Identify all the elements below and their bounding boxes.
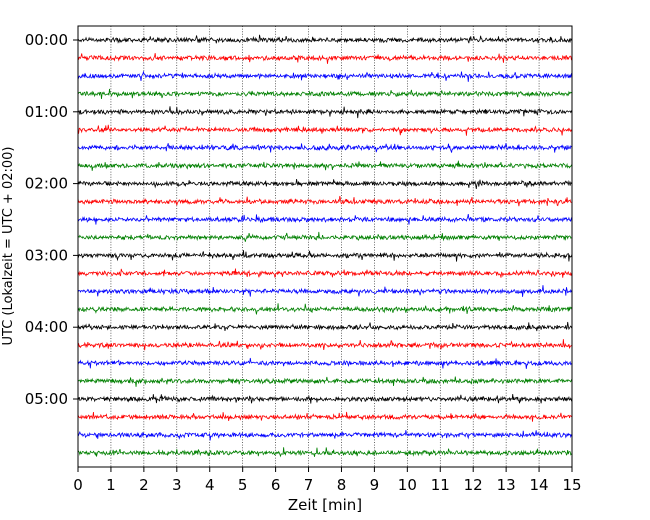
x-tick-label-13: 13 [497, 476, 516, 494]
trace-0045 [77, 88, 573, 99]
trace-0330 [77, 285, 573, 297]
x-tick-label-11: 11 [431, 476, 450, 494]
trace-0115 [77, 124, 573, 136]
trace-0230 [77, 213, 573, 225]
trace-0315 [77, 268, 573, 278]
y-axis: 00:00 01:00 02:00 03:00 04:00 05:00 [25, 31, 78, 408]
x-tick-label-0: 0 [73, 476, 83, 494]
seismic-traces [77, 34, 573, 458]
x-tick-label-2: 2 [139, 476, 149, 494]
trace-0300 [77, 250, 573, 262]
x-axis: 0 1 2 3 4 5 6 7 8 9 10 11 12 13 14 15 [73, 467, 582, 494]
x-tick-label-10: 10 [398, 476, 417, 494]
y-tick-label-02:00: 02:00 [25, 175, 68, 193]
x-tick-label-6: 6 [271, 476, 281, 494]
y-tick-label-04:00: 04:00 [25, 318, 68, 336]
trace-0100 [77, 106, 573, 119]
y-tick-label-01:00: 01:00 [25, 103, 68, 121]
x-tick-label-7: 7 [304, 476, 314, 494]
trace-0015 [77, 53, 573, 64]
x-tick-label-8: 8 [337, 476, 347, 494]
trace-0400 [77, 321, 573, 332]
y-tick-label-00:00: 00:00 [25, 31, 68, 49]
trace-0515 [77, 411, 573, 422]
trace-0545 [77, 447, 573, 458]
x-tick-label-4: 4 [205, 476, 215, 494]
x-tick-label-3: 3 [172, 476, 182, 494]
trace-0000 [77, 34, 573, 44]
trace-0145 [77, 160, 573, 171]
trace-0445 [77, 376, 573, 387]
x-tick-label-15: 15 [562, 476, 581, 494]
trace-0200 [77, 179, 573, 190]
x-tick-label-14: 14 [530, 476, 549, 494]
trace-0245 [77, 231, 573, 242]
x-tick-label-5: 5 [238, 476, 248, 494]
trace-0345 [77, 303, 573, 315]
trace-0500 [77, 393, 573, 404]
x-tick-label-1: 1 [106, 476, 116, 494]
y-tick-label-03:00: 03:00 [25, 246, 68, 264]
x-tick-label-9: 9 [370, 476, 380, 494]
trace-0415 [77, 339, 573, 351]
grid-lines [110, 26, 540, 467]
x-tick-label-12: 12 [464, 476, 483, 494]
plot-frame [77, 25, 573, 468]
trace-0030 [77, 70, 573, 82]
y-axis-label: UTC (Lokalzeit = UTC + 02:00) [1, 147, 16, 346]
trace-0430 [77, 357, 573, 369]
x-axis-label: Zeit [min] [288, 496, 362, 514]
trace-0215 [77, 195, 573, 207]
trace-0130 [77, 143, 573, 153]
trace-0530 [77, 430, 573, 441]
y-tick-label-05:00: 05:00 [25, 390, 68, 408]
